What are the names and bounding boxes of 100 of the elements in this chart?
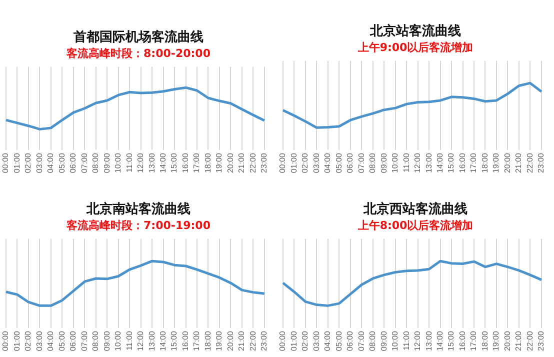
chart-title: 北京站客流曲线	[369, 23, 461, 40]
x-tick-label: 16:00	[180, 330, 190, 352]
x-tick-label: 14:00	[158, 152, 168, 174]
x-tick-label: 05:00	[334, 330, 344, 352]
x-tick-label: 00:00	[1, 152, 10, 174]
x-tick-label: 17:00	[192, 330, 202, 352]
x-tick-label: 01:00	[12, 152, 22, 174]
x-tick-label: 04:00	[46, 152, 56, 174]
x-tick-label: 11:00	[124, 152, 134, 172]
x-tick-label: 13:00	[147, 330, 156, 352]
x-tick-label: 23:00	[260, 152, 269, 174]
x-tick-label: 23:00	[260, 330, 269, 352]
x-tick-label: 09:00	[379, 152, 388, 174]
x-tick-label: 19:00	[214, 152, 224, 174]
x-tick-label: 11:00	[402, 152, 411, 172]
x-tick-label: 08:00	[91, 330, 100, 352]
x-tick-label: 12:00	[413, 330, 422, 352]
x-tick-label: 09:00	[379, 330, 388, 352]
x-tick-label: 21:00	[237, 152, 246, 174]
x-tick-label: 02:00	[300, 330, 310, 352]
x-tick-label: 03:00	[34, 152, 44, 174]
x-tick-label: 04:00	[323, 152, 332, 174]
x-tick-label: 06:00	[346, 330, 355, 352]
chart-title: 首都国际机场客流曲线	[72, 29, 204, 46]
x-tick-label: 09:00	[102, 152, 112, 174]
x-tick-label: 22:00	[248, 152, 258, 174]
x-tick-label: 23:00	[536, 330, 546, 352]
x-tick-label: 08:00	[368, 330, 378, 352]
x-tick-label: 16:00	[458, 152, 467, 174]
chart-subtitle: 客流高峰时段：7:00-19:00	[66, 219, 211, 232]
x-tick-label: 10:00	[390, 330, 400, 352]
x-tick-label: 00:00	[278, 330, 288, 352]
x-tick-label: 00:00	[1, 330, 10, 352]
x-tick-label: 16:00	[458, 330, 467, 352]
x-tick-label: 05:00	[334, 152, 344, 174]
x-tick-label: 02:00	[300, 152, 310, 174]
x-tick-label: 22:00	[525, 330, 534, 352]
x-tick-label: 14:00	[158, 330, 168, 352]
x-tick-label: 01:00	[289, 330, 298, 352]
x-tick-label: 07:00	[356, 152, 366, 174]
x-tick-label: 05:00	[57, 330, 66, 352]
x-tick-label: 13:00	[424, 330, 434, 352]
x-tick-label: 06:00	[68, 330, 78, 352]
chart-subtitle: 上午9:00以后客流增加	[356, 41, 474, 54]
x-tick-label: 02:00	[24, 330, 33, 352]
x-tick-label: 01:00	[12, 330, 22, 352]
x-tick-label: 15:00	[170, 152, 179, 174]
x-tick-label: 20:00	[226, 330, 235, 352]
x-tick-label: 23:00	[536, 152, 546, 174]
x-tick-label: 02:00	[24, 152, 33, 174]
x-tick-label: 07:00	[80, 330, 89, 352]
x-tick-label: 16:00	[180, 152, 190, 174]
x-tick-label: 19:00	[492, 330, 501, 352]
x-tick-label: 05:00	[57, 152, 66, 174]
chart-subtitle: 上午8:00以后客流增加	[356, 219, 474, 232]
x-tick-label: 11:00	[402, 330, 411, 350]
x-tick-label: 21:00	[237, 330, 246, 352]
x-tick-label: 12:00	[136, 152, 146, 174]
x-tick-label: 13:00	[424, 152, 434, 174]
x-tick-label: 22:00	[248, 330, 258, 352]
x-tick-label: 04:00	[46, 330, 56, 352]
x-tick-label: 17:00	[192, 152, 202, 174]
x-tick-label: 04:00	[323, 330, 332, 352]
chart-title: 北京西站客流曲线	[362, 201, 468, 218]
x-tick-label: 00:00	[278, 152, 288, 174]
x-tick-label: 18:00	[203, 330, 212, 352]
x-tick-label: 19:00	[214, 330, 224, 352]
chart-subtitle: 客流高峰时段：8:00-20:00	[66, 47, 211, 60]
x-tick-label: 21:00	[514, 330, 524, 352]
x-tick-label: 03:00	[34, 330, 44, 352]
x-tick-label: 03:00	[312, 152, 321, 174]
x-tick-label: 12:00	[136, 330, 146, 352]
x-tick-label: 10:00	[114, 330, 123, 352]
x-tick-label: 11:00	[124, 330, 134, 350]
x-tick-label: 14:00	[435, 152, 444, 174]
x-tick-label: 17:00	[469, 152, 478, 174]
x-tick-label: 22:00	[525, 152, 534, 174]
x-tick-label: 15:00	[170, 330, 179, 352]
x-tick-label: 15:00	[446, 152, 456, 174]
x-tick-label: 20:00	[502, 330, 512, 352]
x-tick-label: 14:00	[435, 330, 444, 352]
x-tick-label: 17:00	[469, 330, 478, 352]
x-tick-label: 08:00	[368, 152, 378, 174]
x-tick-label: 10:00	[390, 152, 400, 174]
x-tick-label: 06:00	[346, 152, 355, 174]
x-tick-label: 18:00	[203, 152, 212, 174]
x-tick-label: 10:00	[114, 152, 123, 174]
x-tick-label: 20:00	[226, 152, 235, 174]
x-tick-label: 09:00	[102, 330, 112, 352]
x-tick-label: 20:00	[502, 152, 512, 174]
x-tick-label: 19:00	[492, 152, 501, 174]
x-tick-label: 18:00	[480, 152, 490, 174]
x-tick-label: 18:00	[480, 330, 490, 352]
x-tick-label: 01:00	[289, 152, 298, 174]
chart-title: 北京南站客流曲线	[86, 201, 190, 218]
x-tick-label: 12:00	[413, 152, 422, 174]
x-tick-label: 08:00	[91, 152, 100, 174]
x-tick-label: 06:00	[68, 152, 78, 174]
x-tick-label: 07:00	[80, 152, 89, 174]
x-tick-label: 21:00	[514, 152, 524, 174]
